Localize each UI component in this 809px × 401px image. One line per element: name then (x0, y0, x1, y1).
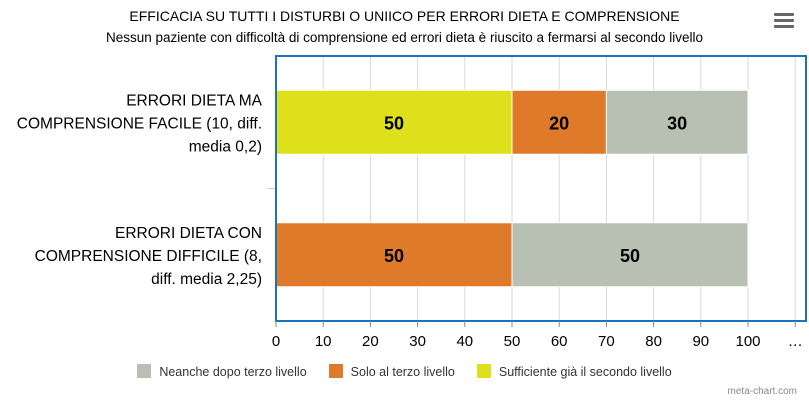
x-tick-label: 60 (551, 333, 568, 350)
bar-segment (511, 222, 749, 288)
category-label: COMPRENSIONE FACILE (10, diff. (17, 115, 262, 132)
legend-item[interactable]: Sufficiente già il secondo livello (476, 364, 672, 380)
data-label: 50 (384, 113, 404, 133)
x-tick-label: … (788, 333, 803, 350)
x-tick-label: 30 (409, 333, 426, 350)
legend-swatch (137, 364, 152, 379)
bar-segment (605, 89, 749, 155)
x-tick-label: 100 (735, 333, 760, 350)
bar-segment (275, 222, 513, 288)
bar-segment (275, 89, 513, 155)
chart-subtitle: Nessun paziente con difficoltà di compre… (105, 30, 704, 45)
legend-label: Solo al terzo livello (350, 365, 455, 380)
credit-link[interactable]: meta-chart.com (727, 386, 797, 397)
data-label: 50 (620, 246, 640, 266)
category-label: media 0,2) (189, 138, 262, 155)
x-tick-label: 50 (504, 333, 521, 350)
legend-swatch (476, 364, 491, 379)
legend-swatch (328, 364, 343, 379)
chart-title: EFFICACIA SU TUTTI I DISTURBI O UNIICO P… (129, 8, 680, 24)
data-label: 20 (549, 113, 569, 133)
legend-item[interactable]: Solo al terzo livello (328, 364, 455, 380)
category-label: ERRORI DIETA MA (126, 92, 262, 109)
legend-label: Neanche dopo terzo livello (159, 365, 307, 380)
bar-segment (511, 89, 607, 155)
legend-label: Sufficiente già il secondo livello (498, 365, 672, 380)
data-label: 30 (667, 113, 687, 133)
x-tick-label: 0 (272, 333, 280, 350)
x-tick-label: 40 (456, 333, 473, 350)
hamburger-menu-icon[interactable] (774, 13, 794, 29)
category-label: ERRORI DIETA CON (115, 225, 262, 242)
category-label: COMPRENSIONE DIFFICILE (8, (35, 248, 262, 265)
chart-legend: Neanche dopo terzo livello Solo al terzo … (0, 364, 809, 379)
x-tick-label: 20 (362, 333, 379, 350)
data-label: 50 (384, 246, 404, 266)
x-tick-label: 10 (315, 333, 332, 350)
legend-item[interactable]: Neanche dopo terzo livello (137, 364, 307, 380)
x-tick-label: 90 (692, 333, 709, 350)
plot-border (275, 55, 807, 322)
x-tick-label: 70 (598, 333, 615, 350)
category-label: diff. media 2,25) (151, 271, 262, 288)
x-tick-label: 80 (645, 333, 662, 350)
